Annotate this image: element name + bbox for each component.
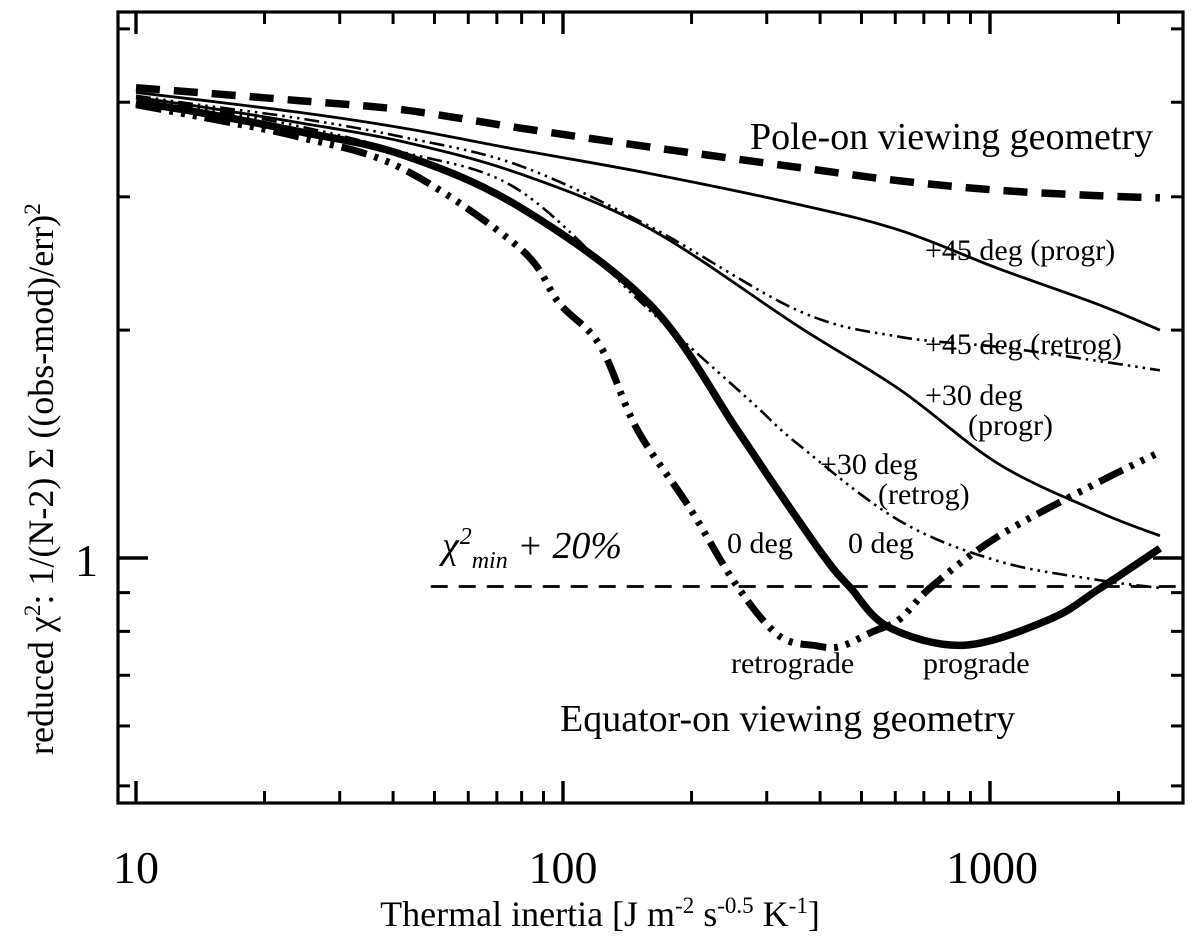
chi-min-plus-20pct-label: χ2min + 20%	[442, 524, 622, 575]
y-title-chi-sup: 2	[20, 604, 45, 617]
x-title-part: K	[753, 894, 789, 934]
chi-glyph: χ	[442, 525, 459, 567]
pole-on-label: Pole-on viewing geometry	[750, 116, 1154, 158]
chi-sub: min	[471, 548, 508, 574]
series-pole-on-viewing-geometry	[135, 84, 1161, 202]
series-0-deg-prograde	[135, 98, 1162, 649]
y-title-end-sup: 2	[20, 203, 45, 215]
plus30-retrog-line1: +30 deg	[820, 448, 918, 481]
series-+45-deg-retrog-	[135, 94, 1161, 372]
series-+30-deg-progr-	[135, 95, 1161, 538]
y-axis-title: reduced χ2: 1/(N-2) Σ ((obs-mod)/err)2	[20, 203, 62, 755]
plus30-progr-line1: +30 deg	[925, 379, 1023, 412]
retrograde-label: retrograde	[731, 647, 855, 680]
chi-rest: + 20%	[507, 525, 623, 567]
x-tick-label-100: 100	[528, 842, 598, 893]
y-tick-label-1: 1	[75, 535, 98, 586]
y-title-part: : 1/(N-2) Σ ((obs-mod)/err)	[21, 214, 61, 605]
y-title-part: reduced χ	[21, 616, 61, 755]
x-title-sup-k1: -1	[788, 893, 808, 918]
equator-on-label: Equator-on viewing geometry	[560, 698, 1016, 740]
prograde-label: prograde	[923, 647, 1030, 680]
series-0-deg-retrograde	[135, 101, 1162, 652]
x-title-part: Thermal inertia [J m	[380, 894, 676, 934]
plus45-retrog-label: +45 deg (retrog)	[925, 328, 1122, 361]
x-tick-label-1000: 1000	[946, 842, 1038, 893]
x-axis-title: Thermal inertia [J m-2 s-0.5 K-1]	[0, 893, 1200, 935]
plus45-progr-label: +45 deg (progr)	[925, 234, 1116, 267]
x-tick-label-10: 10	[113, 842, 159, 893]
x-title-part: s	[694, 894, 718, 934]
x-title-sup-s05: -0.5	[717, 893, 754, 918]
plus30-progr-label: +30 deg (progr)	[925, 381, 1053, 441]
x-title-part: ]	[807, 894, 820, 934]
plus30-retrog-label: +30 deg (retrog)	[820, 450, 970, 510]
plot-frame	[116, 10, 1185, 805]
series-+45-deg-progr-	[135, 91, 1161, 332]
zero-deg-right-label: 0 deg	[848, 527, 914, 560]
zero-deg-left-label: 0 deg	[727, 527, 793, 560]
plus30-retrog-line2: (retrog)	[878, 478, 970, 511]
series-+30-deg-retrog-	[135, 96, 1161, 590]
chi-sup: 2	[459, 524, 472, 550]
plus30-progr-line2: (progr)	[968, 409, 1053, 442]
x-title-sup-m2: -2	[675, 893, 695, 918]
